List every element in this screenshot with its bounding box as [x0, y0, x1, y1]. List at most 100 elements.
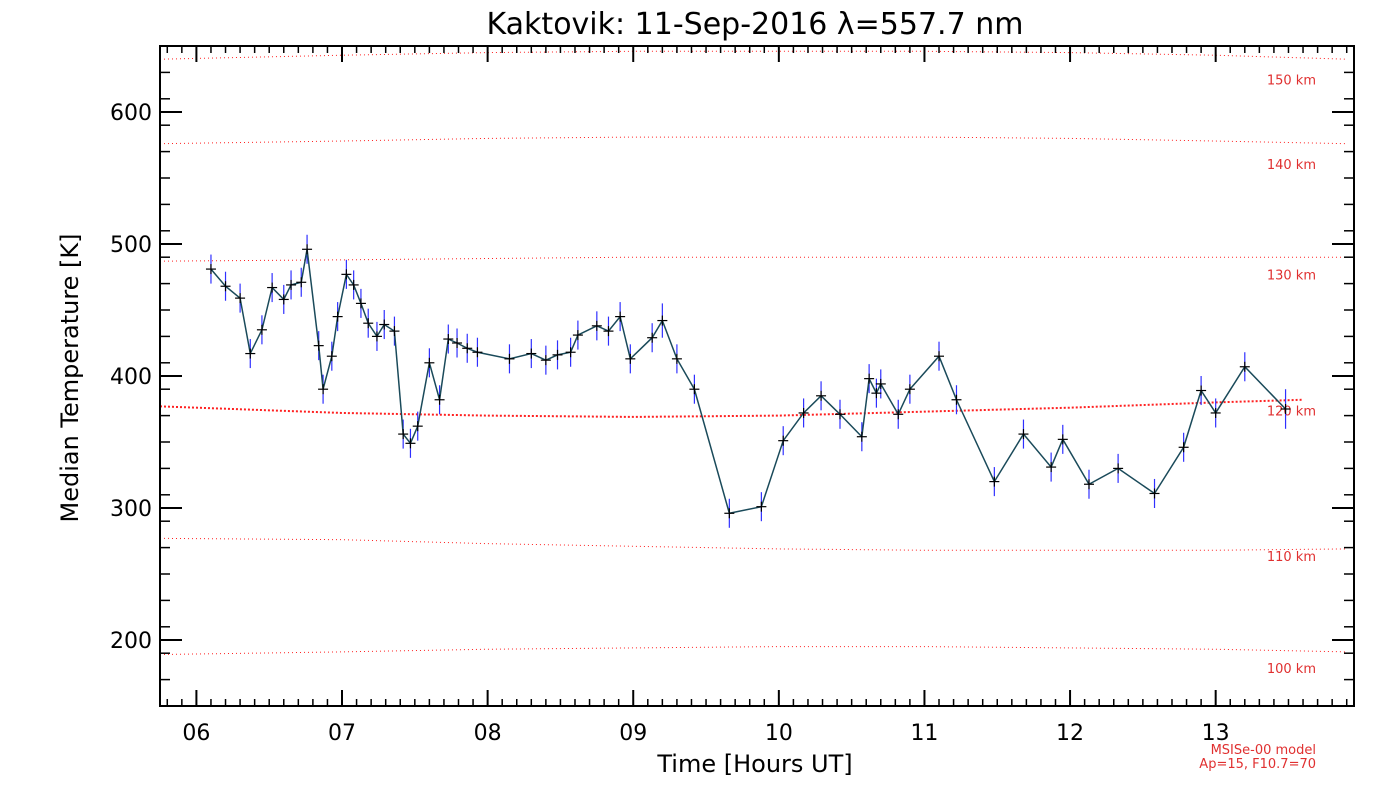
model-curve-100km	[159, 646, 1347, 656]
data-point	[671, 353, 682, 364]
data-point	[405, 438, 416, 449]
data-point	[472, 347, 483, 358]
data-point	[256, 324, 267, 335]
data-point	[205, 264, 216, 275]
x-tick-label: 13	[1202, 721, 1230, 746]
model-curve-label: 150 km	[1267, 73, 1316, 88]
data-point	[1196, 385, 1207, 396]
model-curve-150km	[159, 50, 1347, 60]
data-point	[278, 294, 289, 305]
model-curve-label: 100 km	[1267, 662, 1316, 677]
data-point	[504, 353, 515, 364]
x-tick-label: 11	[910, 721, 938, 746]
data-point	[603, 326, 614, 337]
model-curve-label: 120 km	[1267, 405, 1316, 420]
data-point	[332, 311, 343, 322]
data-point	[443, 334, 454, 345]
data-point	[318, 384, 329, 395]
data-point	[398, 429, 409, 440]
data-point	[834, 409, 845, 420]
data-point	[615, 311, 626, 322]
data-point	[657, 315, 668, 326]
data-point	[434, 394, 445, 405]
data-point	[625, 353, 636, 364]
data-point	[552, 349, 563, 360]
model-curve-label: 130 km	[1267, 269, 1316, 284]
data-point	[934, 351, 945, 362]
data-point	[355, 298, 366, 309]
error-bars	[210, 234, 1287, 528]
data-point	[816, 390, 827, 401]
model-curves: 100 km 110 km 120 km 130 km 140 km 150 km	[159, 50, 1347, 677]
data-point	[904, 384, 915, 395]
data-point	[647, 332, 658, 343]
y-tick-label: 400	[110, 365, 152, 390]
data-point	[1057, 434, 1068, 445]
data-point	[1018, 429, 1029, 440]
data-point	[1149, 488, 1160, 499]
data-point	[235, 293, 246, 304]
y-tick-label: 200	[110, 629, 152, 654]
model-curve-130km	[159, 256, 1347, 262]
x-tick-label: 08	[474, 721, 502, 746]
x-axis-label: Time [Hours UT]	[656, 750, 852, 778]
data-point	[798, 407, 809, 418]
data-point	[389, 326, 400, 337]
data-point	[1239, 361, 1250, 372]
model-curve-label: 140 km	[1267, 158, 1316, 173]
data-point	[1210, 407, 1221, 418]
data-point	[1280, 404, 1291, 414]
data-point	[1046, 462, 1057, 473]
data-point	[871, 388, 882, 399]
data-point	[526, 348, 537, 359]
temperature-series	[210, 249, 1287, 515]
data-point	[689, 384, 700, 395]
data-markers	[205, 244, 1291, 519]
x-tick-label: 10	[765, 721, 793, 746]
x-tick-label: 07	[328, 721, 356, 746]
model-note-line-2: Ap=15, F10.7=70	[1199, 757, 1316, 772]
data-point	[326, 351, 337, 362]
data-point	[379, 319, 390, 330]
data-point	[313, 340, 324, 351]
data-point	[856, 431, 867, 442]
data-point	[220, 281, 231, 292]
data-point	[864, 373, 875, 384]
data-point	[951, 394, 962, 405]
data-point	[462, 343, 473, 354]
axis-ticks: 06 07 08 09 10 11 12 13 200 300 400 500 600	[110, 45, 1354, 746]
data-point	[724, 508, 735, 519]
chart-title: Kaktovik: 11-Sep-2016 λ=557.7 nm	[487, 7, 1024, 42]
data-point	[989, 476, 1000, 487]
data-point	[348, 279, 359, 290]
data-point	[267, 282, 278, 293]
y-tick-label: 500	[110, 233, 152, 258]
data-point	[591, 320, 602, 331]
data-point	[452, 338, 463, 348]
x-tick-label: 09	[619, 721, 647, 746]
data-point	[363, 318, 374, 329]
data-point	[1178, 442, 1189, 453]
plot-border	[159, 45, 1355, 707]
x-tick-label: 12	[1056, 721, 1084, 746]
plot-frame	[159, 45, 1355, 707]
y-axis-label: Median Temperature [K]	[56, 233, 84, 522]
model-note-line-1: MSISe-00 model	[1211, 743, 1316, 758]
data-point	[341, 269, 352, 280]
model-curve-label: 110 km	[1267, 550, 1316, 565]
data-point	[778, 435, 789, 446]
data-point	[245, 348, 256, 359]
temperature-line	[210, 249, 1287, 515]
model-curve-120km	[159, 398, 1304, 418]
data-point	[371, 331, 382, 342]
data-point	[756, 501, 767, 512]
data-point	[893, 409, 904, 420]
data-point	[1113, 463, 1124, 474]
data-point	[875, 378, 886, 389]
data-point	[412, 421, 423, 432]
data-point	[286, 279, 297, 290]
y-tick-label: 600	[110, 101, 152, 126]
y-tick-label: 300	[110, 497, 152, 522]
x-tick-label: 06	[182, 721, 210, 746]
